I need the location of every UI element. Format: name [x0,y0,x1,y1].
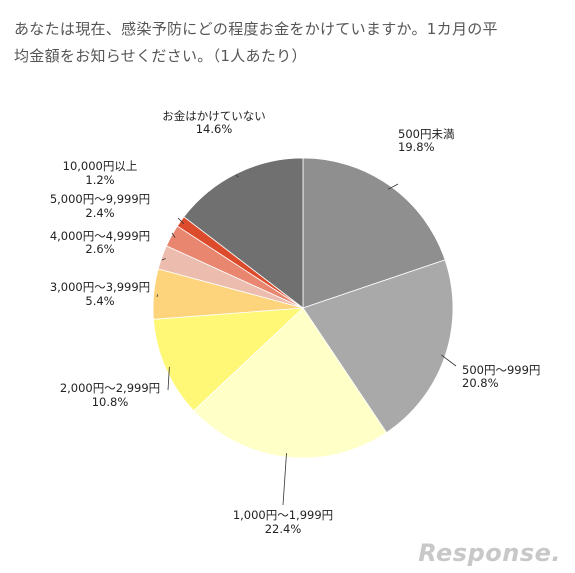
slice-value-label: 19.8% [398,140,435,154]
slice-value-label: 5.4% [85,294,114,308]
slice-value-label: 22.4% [265,522,302,536]
leader-line [171,232,176,238]
slice-label: 5,000円～9,999円 [50,192,150,206]
slice-value-label: 1.2% [85,173,114,187]
slice-label: 3,000円～3,999円 [50,280,150,294]
pie-slice [183,157,304,309]
slice-label: 4,000円～4,999円 [50,229,150,243]
slice-label: 1,000円～1,999円 [233,508,333,522]
slice-label: 10,000円以上 [63,159,138,173]
pie-slice [302,157,446,309]
chart-title-line-1: あなたは現在、感染予防にどの程度お金をかけていますか。1カ月の平 [14,20,498,38]
leader-line [167,366,170,391]
leader-line [441,354,457,367]
pie-slices [152,157,454,459]
slice-value-label: 14.6% [196,122,233,136]
slice-label: 500円未満 [398,127,454,141]
leader-line [161,258,166,261]
leader-line [235,174,239,178]
leader-line [282,453,287,506]
slice-value-label: 2.4% [85,206,114,220]
slice-value-label: 20.8% [462,376,499,390]
pie-slice [153,307,305,412]
pie-leader-lines [156,174,457,506]
pie-slice [302,259,454,434]
slice-value-label: 2.6% [85,242,114,256]
leader-line [156,294,158,298]
chart-title: あなたは現在、感染予防にどの程度お金をかけていますか。1カ月の平 均金額をお知ら… [14,16,562,70]
chart-title-line-2: 均金額をお知らせください。（1人あたり） [14,47,307,65]
slice-label: 2,000円～2,999円 [60,381,160,395]
leader-line [177,217,185,224]
slice-label: お金はかけていない [162,109,266,123]
slice-label: 500円～999円 [462,363,540,377]
response-watermark: Response. [418,539,561,567]
slice-value-label: 10.8% [92,395,129,409]
leader-line [387,183,399,190]
